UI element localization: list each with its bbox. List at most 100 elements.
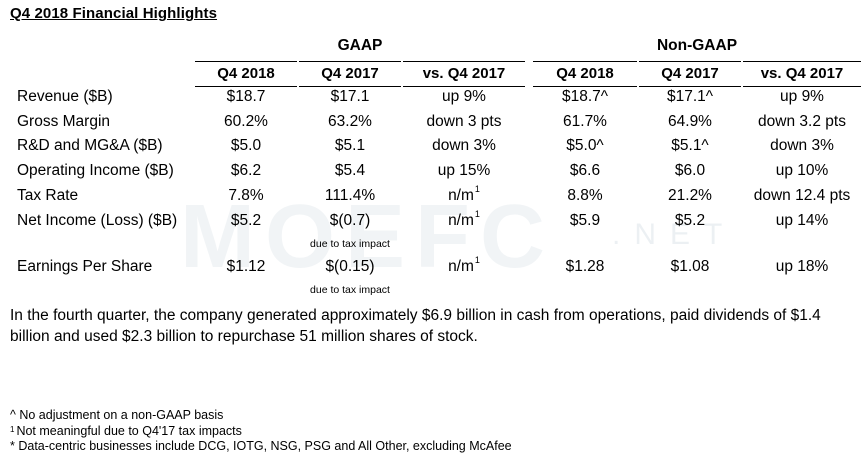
cell-value: up 15% <box>437 162 491 179</box>
cell-nongaap-vs-q4-2017: down 3.2 pts <box>743 113 861 131</box>
cell-value: $5.2 <box>230 212 262 229</box>
page-title: Q4 2018 Financial Highlights <box>10 5 218 22</box>
cell-value: $6.6 <box>569 162 601 179</box>
cell-value: $(0.7) <box>329 212 371 229</box>
cell-value: $5.1^ <box>671 137 709 154</box>
cell-value: $5.0^ <box>566 137 604 154</box>
cell-gaap-q4-2017: 63.2% <box>299 113 401 131</box>
row-label: Net Income (Loss) ($B) <box>17 212 178 229</box>
cell-nongaap-q4-2017: 64.9% <box>639 113 741 131</box>
cell-gaap-q4-2017: $5.1 <box>299 137 401 155</box>
cell-value: 64.9% <box>668 113 712 130</box>
cell-nongaap-vs-q4-2017: up 18% <box>743 258 861 276</box>
cell-nongaap-q4-2017: $5.2 <box>639 212 741 230</box>
table-row: R&D and MG&A ($B) $5.0 $5.1 down 3% $5.0^ $5.… <box>0 137 862 161</box>
cell-value: $1.28 <box>565 258 605 275</box>
col-nongaap-vs-q4-2017: vs. Q4 2017 <box>743 61 861 87</box>
footnote-marker: 1 <box>474 255 480 265</box>
cell-nongaap-q4-2017: $5.1^ <box>639 137 741 155</box>
cell-gaap-q4-2018: $1.12 <box>195 258 297 276</box>
cell-nongaap-q4-2018: $1.28 <box>533 258 637 276</box>
cell-nongaap-vs-q4-2017: up 10% <box>743 162 861 180</box>
cell-value: $6.2 <box>230 162 262 179</box>
cell-value: up 14% <box>775 212 829 229</box>
cell-value: $18.7^ <box>561 88 609 105</box>
cell-value: 61.7% <box>563 113 607 130</box>
cell-value: $1.12 <box>226 258 266 275</box>
cell-value: down 3.2 pts <box>758 113 846 130</box>
cell-value: n/m <box>448 187 474 204</box>
table-row: Earnings Per Share $1.12 $(0.15) n/m1 $1.28 $… <box>0 255 862 282</box>
footnotes: ^ No adjustment on a non-GAAP basis 1 Not… <box>10 408 512 455</box>
cell-value: $6.0 <box>674 162 706 179</box>
cell-value: 8.8% <box>567 187 603 204</box>
cell-value: $5.2 <box>674 212 706 229</box>
cell-gaap-q4-2017: $5.4 <box>299 162 401 180</box>
cell-gaap-vs-q4-2017: down 3 pts <box>403 113 525 131</box>
table-row: Gross Margin 60.2% 63.2% down 3 pts 61.7% 64.… <box>0 113 862 137</box>
cell-value: down 12.4 pts <box>753 187 851 204</box>
cell-value: n/m <box>448 258 474 275</box>
gaap-group-header: GAAP <box>337 37 383 54</box>
cell-gaap-vs-q4-2017: n/m1 <box>403 209 525 230</box>
row-label: Operating Income ($B) <box>17 162 174 179</box>
cell-value: down 3% <box>432 137 496 154</box>
cell-value: 63.2% <box>328 113 372 130</box>
table-row: Net Income (Loss) ($B) $5.2 $(0.7) n/m1 $5.9… <box>0 209 862 236</box>
col-gaap-q4-2017: Q4 2017 <box>299 61 401 87</box>
cell-value: 21.2% <box>668 187 712 204</box>
footnote-marker: 1 <box>474 184 480 194</box>
cell-value: n/m <box>448 212 474 229</box>
col-gaap-vs-q4-2017: vs. Q4 2017 <box>403 61 525 87</box>
cell-value: $5.9 <box>569 212 601 229</box>
cell-gaap-q4-2018: 7.8% <box>195 187 297 205</box>
cell-gaap-q4-2017: $(0.7) <box>299 212 401 230</box>
cell-gaap-q4-2018: 60.2% <box>195 113 297 131</box>
cell-gaap-vs-q4-2017: n/m1 <box>403 184 525 205</box>
row-label: Tax Rate <box>17 187 79 204</box>
footnote-one: 1 Not meaningful due to Q4'17 tax impacts <box>10 424 512 440</box>
tax-impact-note-eps: due to tax impact <box>310 284 390 296</box>
col-nongaap-q4-2018: Q4 2018 <box>533 61 637 87</box>
cell-gaap-q4-2017: $17.1 <box>299 88 401 106</box>
cell-nongaap-q4-2017: $1.08 <box>639 258 741 276</box>
cell-gaap-vs-q4-2017: n/m1 <box>403 255 525 276</box>
cell-value: $(0.15) <box>325 258 375 275</box>
cell-gaap-q4-2018: $5.2 <box>195 212 297 230</box>
cell-value: $1.08 <box>670 258 710 275</box>
cell-nongaap-q4-2018: 8.8% <box>533 187 637 205</box>
cell-nongaap-q4-2018: $5.9 <box>533 212 637 230</box>
row-label: Gross Margin <box>17 113 111 130</box>
cash-summary-paragraph: In the fourth quarter, the company gener… <box>10 307 821 345</box>
row-label: R&D and MG&A ($B) <box>17 137 163 154</box>
cell-value: $5.0 <box>230 137 262 154</box>
footnote-caret: ^ No adjustment on a non-GAAP basis <box>10 408 224 422</box>
cell-value: up 9% <box>442 88 486 105</box>
footnote-marker: 1 <box>474 209 480 219</box>
cell-value: 111.4% <box>324 187 376 204</box>
table-row: Operating Income ($B) $6.2 $5.4 up 15% $6.6 $… <box>0 162 862 186</box>
cell-nongaap-vs-q4-2017: up 14% <box>743 212 861 230</box>
cell-nongaap-q4-2018: 61.7% <box>533 113 637 131</box>
cell-gaap-vs-q4-2017: up 15% <box>403 162 525 180</box>
cell-value: 60.2% <box>224 113 268 130</box>
cell-gaap-vs-q4-2017: up 9% <box>403 88 525 106</box>
cell-value: $17.1^ <box>666 88 714 105</box>
cell-gaap-q4-2018: $6.2 <box>195 162 297 180</box>
row-label: Earnings Per Share <box>17 258 153 275</box>
cell-value: down 3% <box>770 137 834 154</box>
non-gaap-group-header: Non-GAAP <box>656 37 738 54</box>
cell-nongaap-vs-q4-2017: up 9% <box>743 88 861 106</box>
col-nongaap-q4-2017: Q4 2017 <box>639 61 741 87</box>
cell-nongaap-q4-2017: $17.1^ <box>639 88 741 106</box>
tax-impact-note-net-income: due to tax impact <box>310 238 390 250</box>
cell-nongaap-q4-2018: $18.7^ <box>533 88 637 106</box>
cell-value: up 18% <box>775 258 829 275</box>
col-gaap-q4-2018: Q4 2018 <box>195 61 297 87</box>
cell-value: $5.1 <box>334 137 366 154</box>
cell-gaap-vs-q4-2017: down 3% <box>403 137 525 155</box>
cell-value: $17.1 <box>330 88 370 105</box>
cell-nongaap-q4-2018: $6.6 <box>533 162 637 180</box>
cell-nongaap-vs-q4-2017: down 12.4 pts <box>743 187 861 205</box>
footnote-one-text: Not meaningful due to Q4'17 tax impacts <box>16 423 242 438</box>
